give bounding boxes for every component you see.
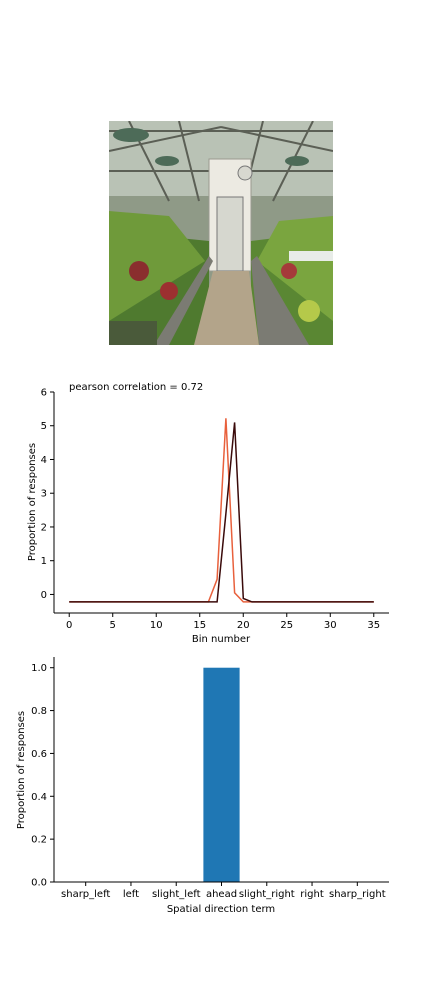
line-chart: 0 1 2 3 4 5 6 0 5 10 15 20 25 30 35 pearson correlati… <box>27 382 389 645</box>
line-chart-y-tick-label: 5 <box>41 421 47 432</box>
bar-chart-x-tick-label: sharp_left <box>61 889 110 900</box>
greenhouse-photo <box>109 121 333 345</box>
line-chart-y-tick-label: 1 <box>41 556 47 567</box>
bar-ahead <box>203 667 240 882</box>
line-chart-y-tick-label: 0 <box>41 590 47 601</box>
line-chart-y-tick-label: 4 <box>41 455 47 466</box>
greenhouse-illustration <box>109 121 333 345</box>
bar-chart-y-label: Proportion of responses <box>16 711 27 829</box>
bar-chart-x-tick-label: sharp_right <box>329 889 386 900</box>
bar-chart-y-tick-label: 0.4 <box>31 792 47 803</box>
line-chart-y-tick-label: 3 <box>41 489 47 500</box>
bar-chart-x-label: Spatial direction term <box>167 904 275 915</box>
bar-chart: 0.0 0.2 0.4 0.6 0.8 1.0 sharp_left left slight_… <box>16 657 389 915</box>
line-chart-x-tick-label: 25 <box>280 620 293 631</box>
line-series-2 <box>69 422 374 603</box>
bar-chart-x-tick-label: right <box>300 889 324 900</box>
line-chart-x-tick-label: 10 <box>150 620 163 631</box>
bar-chart-x-tick-label: slight_left <box>152 889 201 900</box>
line-chart-annotation: pearson correlation = 0.72 <box>69 382 203 393</box>
line-chart-x-label: Bin number <box>192 634 251 645</box>
line-chart-y-label: Proportion of responses <box>27 443 38 561</box>
bar-chart-y-tick-label: 0.8 <box>31 706 47 717</box>
line-chart-x-tick-label: 15 <box>193 620 206 631</box>
line-chart-x-tick-label: 35 <box>367 620 380 631</box>
bar-chart-y-tick-label: 1.0 <box>31 663 47 674</box>
line-chart-x-tick-label: 5 <box>110 620 116 631</box>
line-chart-x-tick-label: 30 <box>324 620 337 631</box>
bar-chart-y-tick-label: 0.6 <box>31 749 47 760</box>
bar-chart-x-tick-label: slight_right <box>239 889 295 900</box>
line-chart-x-tick-label: 20 <box>237 620 250 631</box>
line-chart-y-tick-label: 6 <box>41 388 47 399</box>
bar-chart-x-tick-label: ahead <box>206 889 237 900</box>
bar-chart-x-tick-label: left <box>123 889 139 900</box>
bar-chart-y-tick-label: 0.2 <box>31 835 47 846</box>
line-chart-x-tick-label: 0 <box>66 620 72 631</box>
bar-chart-y-tick-label: 0.0 <box>31 878 47 889</box>
line-chart-y-tick-label: 2 <box>41 522 47 533</box>
line-series-1 <box>69 418 374 603</box>
